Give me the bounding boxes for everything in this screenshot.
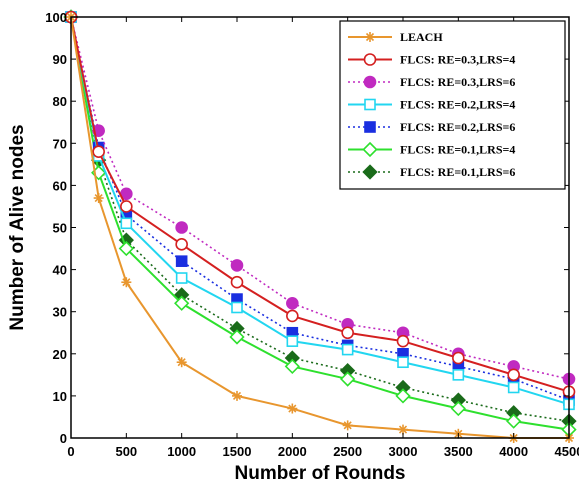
legend-label: FLCS: RE=0.2,LRS=6	[400, 120, 515, 134]
data-point	[452, 351, 465, 365]
x-tick-label: 3500	[444, 444, 473, 459]
y-tick-label: 30	[53, 305, 67, 320]
x-tick-label: 2500	[333, 444, 362, 459]
data-point	[176, 357, 187, 368]
x-tick-label: 1500	[223, 444, 252, 459]
data-point	[230, 275, 244, 289]
data-point	[175, 255, 188, 267]
data-point	[175, 272, 188, 284]
data-point	[230, 259, 244, 272]
data-point	[397, 356, 409, 369]
data-point	[450, 400, 466, 417]
data-point	[175, 221, 188, 234]
data-point	[232, 390, 242, 401]
data-point	[398, 424, 408, 435]
data-point	[506, 413, 522, 429]
legend-marker	[363, 75, 377, 89]
y-tick-label: 40	[53, 263, 67, 278]
x-tick-label: 1000	[167, 444, 196, 459]
legend-marker	[364, 121, 376, 133]
data-point	[341, 343, 354, 356]
legend-item: FLCS: RE=0.2,LRS=6	[348, 120, 515, 134]
legend-item: FLCS: RE=0.1,LRS=6	[348, 164, 515, 180]
data-point	[452, 369, 465, 381]
legend-label: FLCS: RE=0.2,LRS=4	[400, 98, 515, 112]
data-point	[121, 277, 132, 288]
x-axis-label: Number of Rounds	[235, 463, 406, 484]
data-point	[174, 295, 190, 311]
legend-marker	[363, 53, 377, 66]
y-tick-label: 90	[53, 52, 67, 67]
legend-item: FLCS: RE=0.2,LRS=4	[348, 98, 515, 112]
data-point	[342, 420, 353, 431]
legend-marker	[364, 98, 376, 111]
data-point	[396, 334, 410, 348]
y-tick-label: 20	[53, 347, 67, 362]
y-tick-label: 60	[53, 178, 67, 193]
legend-label: FLCS: RE=0.3,LRS=4	[400, 53, 515, 67]
plot-marks	[63, 9, 577, 443]
x-tick-label: 4000	[499, 444, 528, 459]
data-point	[93, 193, 104, 204]
legend-label: FLCS: RE=0.1,LRS=4	[400, 143, 515, 157]
y-tick-label: 70	[53, 136, 67, 151]
x-tick-label: 0	[67, 444, 74, 459]
y-tick-label: 50	[53, 221, 67, 236]
data-point	[120, 200, 133, 213]
data-point	[340, 371, 356, 387]
data-point	[507, 368, 520, 382]
legend-item: FLCS: RE=0.3,LRS=6	[348, 75, 515, 89]
legend-item: LEACH	[348, 30, 443, 44]
data-point	[507, 381, 520, 394]
y-axis-label: Number of Alive nodes	[7, 124, 28, 330]
x-tick-label: 2000	[278, 444, 307, 459]
data-point	[286, 309, 299, 323]
legend-marker	[365, 32, 375, 42]
data-point	[287, 403, 298, 414]
y-tick-label: 10	[53, 389, 67, 404]
y-tick-label: 100	[45, 10, 67, 25]
legend: LEACH FLCS: RE=0.3,LRS=4 FLCS: RE=0.3,LRS=…	[339, 20, 566, 190]
legend-marker	[362, 164, 378, 180]
data-point	[120, 217, 133, 230]
data-point	[284, 358, 300, 375]
data-point	[229, 329, 245, 345]
data-point	[286, 335, 299, 347]
legend-item: FLCS: RE=0.3,LRS=4	[348, 53, 515, 67]
legend-item: FLCS: RE=0.1,LRS=4	[348, 141, 515, 158]
data-point	[286, 296, 299, 310]
data-point	[92, 145, 105, 159]
data-point	[341, 326, 354, 340]
legend-label: LEACH	[400, 30, 443, 44]
y-tick-label: 80	[53, 94, 67, 109]
y-tick-label: 0	[60, 431, 67, 446]
legend-marker	[362, 141, 378, 158]
data-point	[231, 301, 243, 314]
legend-label: FLCS: RE=0.1,LRS=6	[400, 165, 515, 179]
x-tick-label: 3000	[389, 444, 418, 459]
legend-label: FLCS: RE=0.3,LRS=6	[400, 75, 515, 89]
data-point	[395, 388, 411, 404]
data-point	[175, 238, 188, 251]
x-tick-label: 500	[115, 444, 137, 459]
data-point	[118, 240, 134, 257]
